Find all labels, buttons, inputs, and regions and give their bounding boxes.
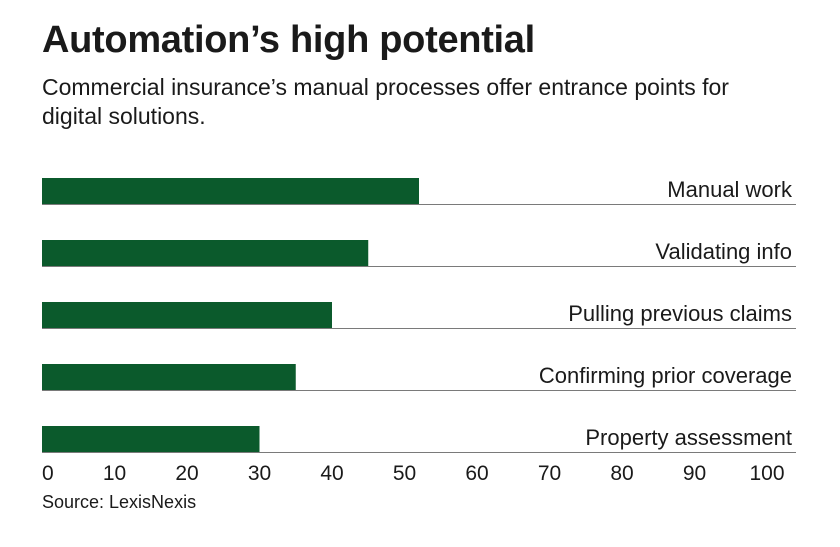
category-label: Validating info	[655, 239, 792, 264]
category-label: Property assessment	[585, 425, 792, 450]
category-label: Pulling previous claims	[568, 301, 792, 326]
x-tick-label: 10	[103, 462, 126, 485]
source-note: Source: LexisNexis	[42, 492, 197, 512]
bar-rows: Manual work Validating info Pulling previo…	[42, 177, 796, 453]
x-tick-label: 0	[42, 462, 54, 485]
chart-title: Automation’s high potential	[42, 19, 535, 61]
category-label: Manual work	[667, 177, 793, 202]
x-tick-label: 100	[749, 462, 784, 485]
bar	[42, 426, 260, 452]
x-axis-ticks: 0 10 20 30 40 50 60 70 80 90 100	[42, 462, 785, 485]
x-tick-label: 90	[683, 462, 706, 485]
x-tick-label: 60	[465, 462, 488, 485]
chart-subtitle: Commercial insurance’s manual processes …	[42, 74, 729, 129]
x-tick-label: 30	[248, 462, 271, 485]
x-tick-label: 80	[610, 462, 633, 485]
bar	[42, 240, 369, 266]
category-label: Confirming prior coverage	[539, 363, 792, 388]
x-tick-label: 70	[538, 462, 561, 485]
bar	[42, 178, 419, 204]
bar	[42, 302, 332, 328]
x-tick-label: 50	[393, 462, 416, 485]
x-tick-label: 40	[320, 462, 343, 485]
x-tick-label: 20	[175, 462, 198, 485]
bar	[42, 364, 296, 390]
